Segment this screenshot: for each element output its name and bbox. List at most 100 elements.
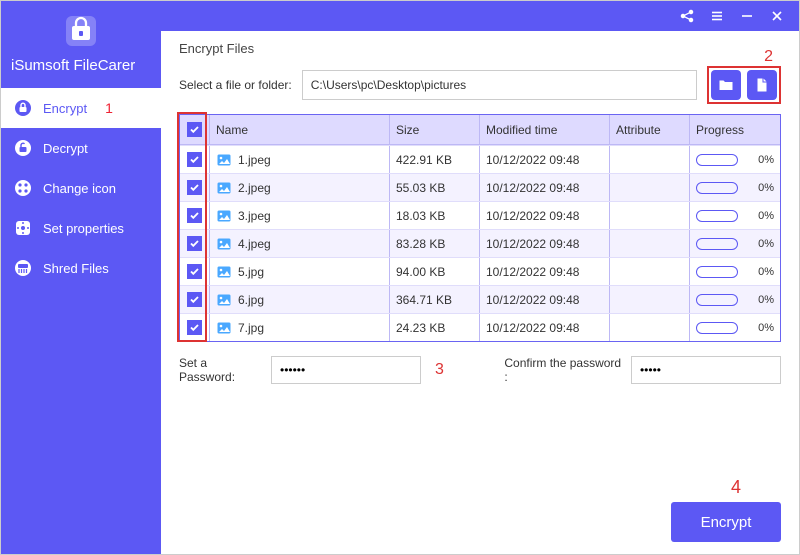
file-modified: 10/12/2022 09:48: [480, 174, 610, 201]
file-table: Name Size Modified time Attribute Progre…: [179, 114, 781, 342]
file-attribute: [610, 230, 690, 257]
col-header-progress[interactable]: Progress: [690, 115, 780, 144]
progress-bar: [696, 266, 738, 278]
path-label: Select a file or folder:: [179, 78, 292, 92]
file-size: 83.28 KB: [390, 230, 480, 257]
app-window: iSumsoft FileCarer Encrypt 1 Decrypt: [0, 0, 800, 555]
file-name-cell: 2.jpeg: [216, 180, 271, 196]
image-file-icon: [216, 292, 232, 308]
progress-cell: 0%: [696, 182, 774, 194]
file-name: 2.jpeg: [238, 181, 271, 195]
sidebar-item-decrypt[interactable]: Decrypt: [1, 128, 161, 168]
progress-bar: [696, 154, 738, 166]
col-header-attribute[interactable]: Attribute: [610, 115, 690, 144]
titlebar: [161, 1, 799, 31]
confirm-password-input[interactable]: [631, 356, 781, 384]
file-size: 18.03 KB: [390, 202, 480, 229]
progress-percent: 0%: [746, 294, 774, 306]
confirm-password-label: Confirm the password :: [504, 356, 623, 384]
row-checkbox[interactable]: [180, 230, 210, 257]
file-modified: 10/12/2022 09:48: [480, 258, 610, 285]
file-name-cell: 5.jpg: [216, 264, 264, 280]
file-attribute: [610, 286, 690, 313]
encrypt-button[interactable]: Encrypt: [671, 502, 781, 542]
main-panel: Encrypt Files Select a file or folder: 2: [161, 1, 799, 554]
row-checkbox[interactable]: [180, 258, 210, 285]
progress-percent: 0%: [746, 182, 774, 194]
image-file-icon: [216, 320, 232, 336]
path-row: Select a file or folder: 2: [179, 66, 781, 104]
file-size: 55.03 KB: [390, 174, 480, 201]
row-checkbox[interactable]: [180, 314, 210, 341]
table-row[interactable]: 1.jpeg422.91 KB10/12/2022 09:480%: [180, 145, 780, 173]
col-header-size[interactable]: Size: [390, 115, 480, 144]
progress-cell: 0%: [696, 294, 774, 306]
row-checkbox[interactable]: [180, 286, 210, 313]
progress-bar: [696, 210, 738, 222]
file-attribute: [610, 202, 690, 229]
unlock-icon: [13, 138, 33, 158]
annotation-1: 1: [105, 100, 113, 116]
sidebar-item-label: Change icon: [43, 181, 116, 196]
progress-percent: 0%: [746, 210, 774, 222]
brand: iSumsoft FileCarer: [1, 1, 161, 88]
file-name: 5.jpg: [238, 265, 264, 279]
grid-icon: [13, 178, 33, 198]
menu-icon[interactable]: [709, 8, 725, 24]
col-header-time[interactable]: Modified time: [480, 115, 610, 144]
share-icon[interactable]: [679, 8, 695, 24]
app-title: iSumsoft FileCarer: [11, 57, 151, 74]
select-all-checkbox[interactable]: [180, 115, 210, 144]
progress-percent: 0%: [746, 238, 774, 250]
file-name-cell: 6.jpg: [216, 292, 264, 308]
sidebar-item-change-icon[interactable]: Change icon: [1, 168, 161, 208]
action-area: 4 Encrypt: [179, 447, 781, 542]
file-name-cell: 3.jpeg: [216, 208, 271, 224]
file-modified: 10/12/2022 09:48: [480, 314, 610, 341]
file-size: 422.91 KB: [390, 146, 480, 173]
browse-file-button[interactable]: [747, 70, 777, 100]
row-checkbox[interactable]: [180, 146, 210, 173]
set-password-label: Set a Password:: [179, 356, 263, 384]
table-row[interactable]: 4.jpeg 83.28 KB10/12/2022 09:48 0%: [180, 229, 780, 257]
col-header-name[interactable]: Name: [210, 115, 390, 144]
sidebar-item-set-properties[interactable]: Set properties: [1, 208, 161, 248]
table-row[interactable]: 3.jpeg18.03 KB10/12/2022 09:480%: [180, 201, 780, 229]
file-name-cell: 1.jpeg: [216, 152, 271, 168]
sidebar-nav: Encrypt 1 Decrypt Change icon Set prope: [1, 88, 161, 288]
file-attribute: [610, 174, 690, 201]
file-name-cell: 4.jpeg: [216, 236, 271, 252]
table-body: 1.jpeg422.91 KB10/12/2022 09:480%2.jpeg5…: [180, 145, 780, 341]
sidebar: iSumsoft FileCarer Encrypt 1 Decrypt: [1, 1, 161, 554]
row-checkbox[interactable]: [180, 174, 210, 201]
sidebar-item-label: Set properties: [43, 221, 124, 236]
close-icon[interactable]: [769, 8, 785, 24]
sidebar-item-encrypt[interactable]: Encrypt 1: [1, 88, 161, 128]
table-row[interactable]: 7.jpg24.23 KB10/12/2022 09:480%: [180, 313, 780, 341]
table-row[interactable]: 5.jpg94.00 KB10/12/2022 09:480%: [180, 257, 780, 285]
minimize-icon[interactable]: [739, 8, 755, 24]
file-size: 94.00 KB: [390, 258, 480, 285]
progress-cell: 0%: [696, 322, 774, 334]
file-modified: 10/12/2022 09:48: [480, 146, 610, 173]
table-row[interactable]: 6.jpg364.71 KB10/12/2022 09:480%: [180, 285, 780, 313]
annotation-4: 4: [731, 477, 741, 498]
row-checkbox[interactable]: [180, 202, 210, 229]
progress-bar: [696, 294, 738, 306]
set-password-input[interactable]: [271, 356, 421, 384]
sidebar-item-shred-files[interactable]: Shred Files: [1, 248, 161, 288]
file-name: 3.jpeg: [238, 209, 271, 223]
gear-icon: [13, 218, 33, 238]
image-file-icon: [216, 208, 232, 224]
file-attribute: [610, 314, 690, 341]
file-name-cell: 7.jpg: [216, 320, 264, 336]
section-title: Encrypt Files: [179, 41, 781, 56]
progress-bar: [696, 238, 738, 250]
file-modified: 10/12/2022 09:48: [480, 230, 610, 257]
path-input[interactable]: [302, 70, 697, 100]
table-row[interactable]: 2.jpeg 55.03 KB10/12/2022 09:48 0%: [180, 173, 780, 201]
browse-folder-button[interactable]: [711, 70, 741, 100]
image-file-icon: [216, 236, 232, 252]
image-file-icon: [216, 152, 232, 168]
sidebar-item-label: Decrypt: [43, 141, 88, 156]
